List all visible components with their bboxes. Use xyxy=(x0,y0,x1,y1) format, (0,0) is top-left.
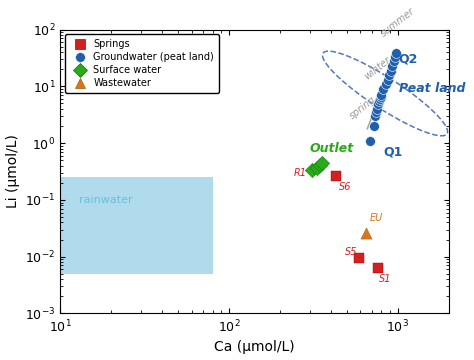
Point xyxy=(373,106,381,112)
Point xyxy=(313,165,320,171)
Point xyxy=(389,63,396,69)
Point xyxy=(392,51,400,57)
Point xyxy=(382,81,390,87)
Point xyxy=(390,58,398,64)
Point xyxy=(372,109,380,115)
Point xyxy=(332,174,340,179)
Point xyxy=(318,161,326,166)
Point xyxy=(308,168,316,174)
Text: S5: S5 xyxy=(345,247,357,257)
Text: spring: spring xyxy=(347,94,378,121)
Text: Outlet: Outlet xyxy=(310,142,354,155)
Point xyxy=(387,68,395,73)
Point xyxy=(378,92,385,98)
Bar xyxy=(60,177,213,274)
Point xyxy=(374,266,382,271)
Text: S1: S1 xyxy=(379,274,391,284)
X-axis label: Ca (μmol/L): Ca (μmol/L) xyxy=(214,341,295,355)
Text: rainwater: rainwater xyxy=(80,195,133,205)
Point xyxy=(363,230,370,236)
Text: Peat land: Peat land xyxy=(399,82,466,95)
Legend: Springs, Groundwater (peat land), Surface water, Wastewater: Springs, Groundwater (peat land), Surfac… xyxy=(65,35,219,93)
Text: Q2: Q2 xyxy=(399,53,418,66)
Point xyxy=(376,96,383,102)
Point xyxy=(391,54,399,60)
Text: summer: summer xyxy=(379,6,417,39)
Point xyxy=(385,72,393,78)
Point xyxy=(380,86,387,92)
Point xyxy=(374,102,382,107)
Text: R1: R1 xyxy=(294,168,307,178)
Point xyxy=(384,77,392,83)
Text: Q1: Q1 xyxy=(383,146,402,159)
Point xyxy=(370,123,377,129)
Point xyxy=(366,138,374,144)
Text: EU: EU xyxy=(370,213,383,223)
Point xyxy=(371,113,379,119)
Y-axis label: Li (μmol/L): Li (μmol/L) xyxy=(6,135,19,208)
Point xyxy=(356,255,363,261)
Text: S6: S6 xyxy=(338,183,351,193)
Text: winter: winter xyxy=(363,55,393,82)
Point xyxy=(377,94,384,100)
Point xyxy=(375,98,383,104)
Point xyxy=(316,162,324,168)
